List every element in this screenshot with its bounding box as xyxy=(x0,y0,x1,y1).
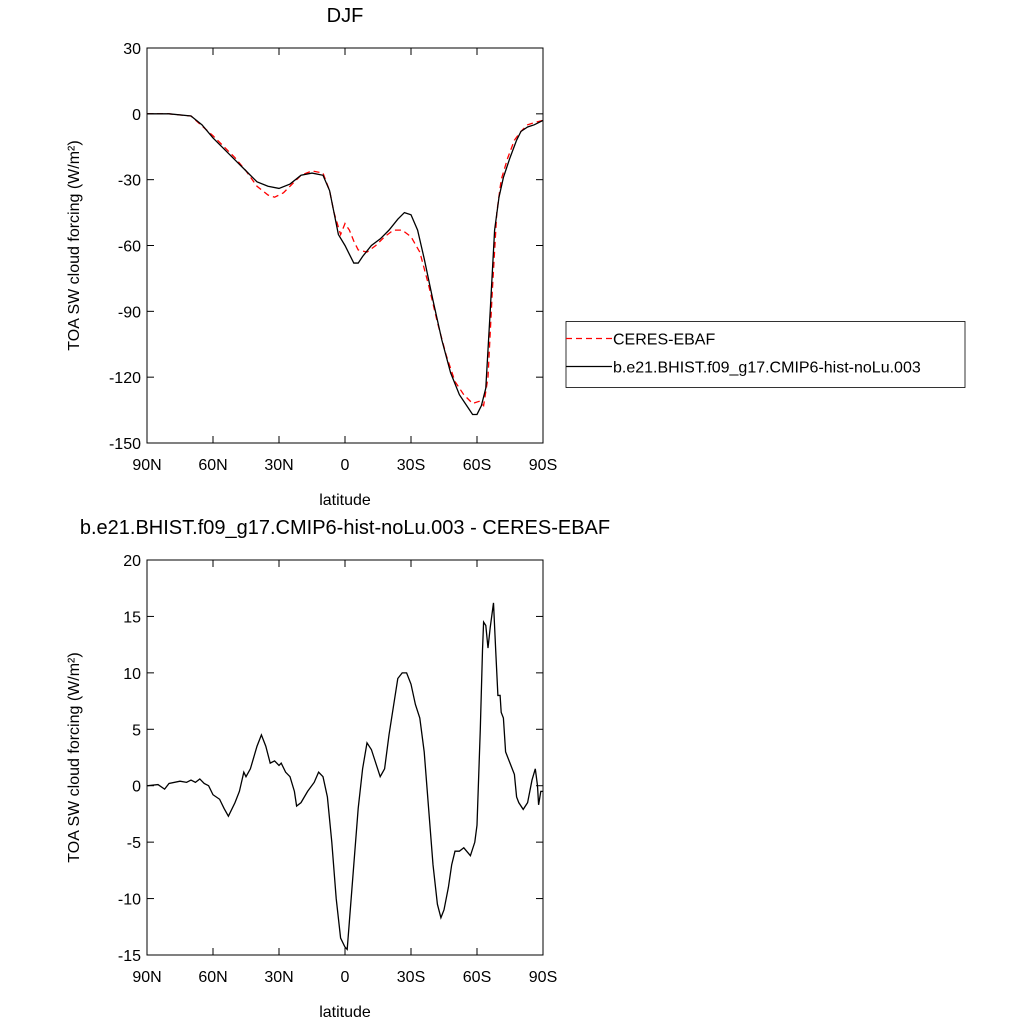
y-tick-label: 5 xyxy=(132,722,141,739)
x-tick-label: 30N xyxy=(264,457,293,474)
y-tick-label: -150 xyxy=(109,436,141,453)
legend-box xyxy=(565,321,966,388)
data-line xyxy=(147,113,544,416)
x-tick-label: 30S xyxy=(397,969,425,986)
x-tick-label: 60S xyxy=(463,969,491,986)
y-tick-label: 0 xyxy=(132,779,141,796)
y-tick-label: -90 xyxy=(118,304,141,321)
chart-title: DJF xyxy=(327,5,364,27)
x-tick-label: 90S xyxy=(529,457,557,474)
y-tick-label: 10 xyxy=(123,666,141,683)
y-tick-label: -5 xyxy=(127,835,141,852)
x-tick-label: 90S xyxy=(529,969,557,986)
x-tick-label: 90N xyxy=(132,457,161,474)
y-tick-label: -60 xyxy=(118,239,141,256)
x-tick-label: 60S xyxy=(463,457,491,474)
y-tick-label: 0 xyxy=(132,107,141,124)
y-axis-label: TOA SW cloud forcing (W/m²) xyxy=(66,140,83,350)
x-tick-label: 0 xyxy=(341,457,350,474)
x-tick-label: 60N xyxy=(198,969,227,986)
y-tick-label: -10 xyxy=(118,892,141,909)
y-tick-label: 20 xyxy=(123,553,141,570)
x-tick-label: 30N xyxy=(264,969,293,986)
legend-label: CERES-EBAF xyxy=(613,332,715,349)
y-tick-label: -120 xyxy=(109,370,141,387)
chart-title: b.e21.BHIST.f09_g17.CMIP6-hist-noLu.003 … xyxy=(80,517,610,539)
y-tick-label: 15 xyxy=(123,609,141,626)
data-line xyxy=(146,602,543,951)
plot-frame xyxy=(146,559,544,956)
x-tick-label: 90N xyxy=(132,969,161,986)
x-tick-label: 60N xyxy=(198,457,227,474)
y-axis-label: TOA SW cloud forcing (W/m²) xyxy=(66,652,83,862)
x-axis-label: latitude xyxy=(319,1004,371,1021)
x-axis-label: latitude xyxy=(319,492,371,509)
x-tick-label: 0 xyxy=(341,969,350,986)
legend-label: b.e21.BHIST.f09_g17.CMIP6-hist-noLu.003 xyxy=(613,360,921,377)
y-tick-label: -30 xyxy=(118,173,141,190)
data-line xyxy=(147,113,544,408)
x-tick-label: 30S xyxy=(397,457,425,474)
y-tick-label: -15 xyxy=(118,948,141,965)
y-tick-label: 30 xyxy=(123,41,141,58)
